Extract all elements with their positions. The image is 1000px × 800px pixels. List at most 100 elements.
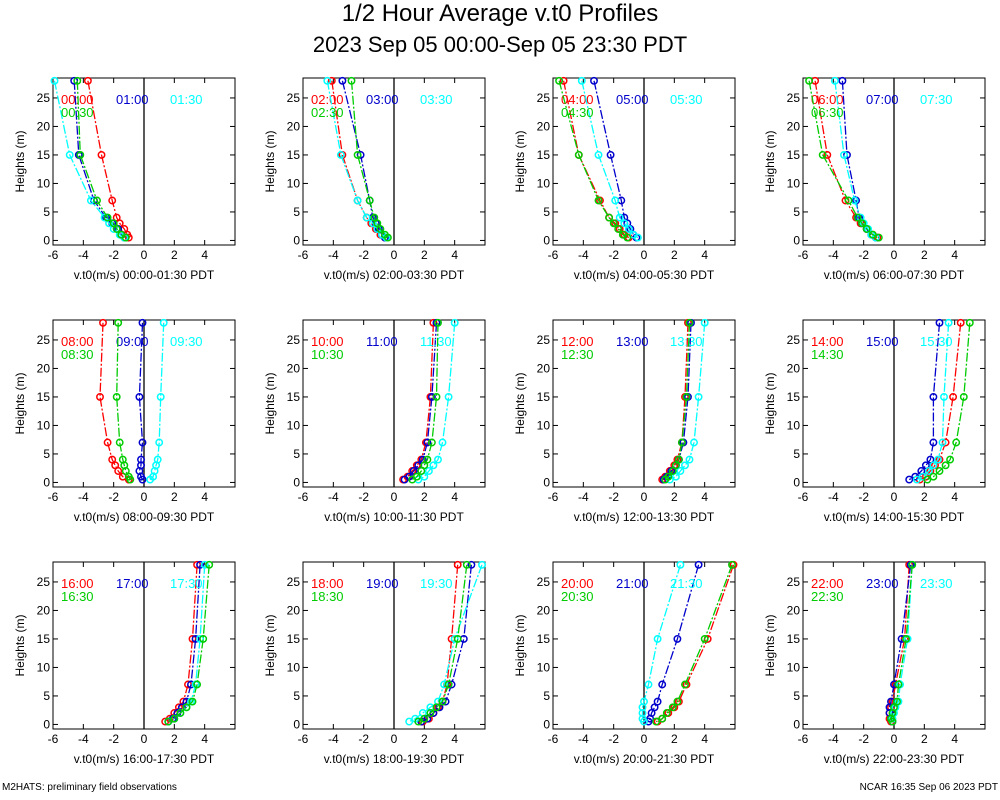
y-axis-label: Heights (m) bbox=[513, 372, 527, 434]
x-tick-label: 0 bbox=[891, 490, 898, 504]
y-tick-label: 15 bbox=[37, 148, 51, 162]
y-tick-label: 10 bbox=[537, 418, 551, 432]
data-point bbox=[838, 76, 847, 85]
data-point bbox=[199, 634, 208, 643]
series-label: 14:00 bbox=[811, 334, 844, 349]
x-tick-label: -6 bbox=[48, 490, 59, 504]
x-tick-label: 2 bbox=[921, 732, 928, 746]
data-point bbox=[188, 634, 197, 643]
x-tick-label: 2 bbox=[671, 732, 678, 746]
data-point bbox=[376, 225, 385, 233]
data-point bbox=[365, 196, 374, 205]
x-tick-label: -2 bbox=[608, 732, 619, 746]
data-point bbox=[103, 213, 112, 222]
profile-panel-10: -6 -4 -2 0 2 4 0 5 10 15 20 25 v.t0(m/s) 18:00-19:30… bbox=[263, 560, 486, 766]
series-12:30: 12:30 bbox=[561, 318, 694, 484]
data-point bbox=[959, 392, 968, 401]
data-point bbox=[193, 680, 202, 689]
y-tick-label: 20 bbox=[37, 361, 51, 375]
data-point bbox=[176, 709, 185, 717]
y-tick-label: 15 bbox=[537, 390, 551, 404]
series-04:30: 04:30 bbox=[555, 76, 632, 242]
data-point bbox=[652, 717, 661, 726]
data-point bbox=[929, 438, 938, 447]
x-tick-label: -2 bbox=[858, 490, 869, 504]
data-point bbox=[668, 467, 677, 475]
data-point bbox=[108, 196, 117, 205]
series-label: 14:30 bbox=[811, 347, 844, 362]
data-point bbox=[193, 560, 202, 569]
series-label: 01:00 bbox=[116, 92, 149, 107]
y-tick-label: 10 bbox=[787, 176, 801, 190]
data-point bbox=[694, 560, 703, 569]
series-label: 17:00 bbox=[116, 576, 149, 591]
series-label: 20:00 bbox=[561, 576, 594, 591]
y-tick-label: 20 bbox=[287, 361, 301, 375]
series-label: 01:30 bbox=[170, 92, 203, 107]
data-point bbox=[478, 560, 486, 569]
x-tick-label: -2 bbox=[608, 490, 619, 504]
data-point bbox=[658, 714, 667, 723]
data-point bbox=[574, 150, 583, 159]
series-00:30: 00:30 bbox=[61, 76, 130, 242]
data-point bbox=[823, 150, 832, 159]
series-10:30: 10:30 bbox=[311, 318, 442, 484]
y-tick-label: 10 bbox=[537, 176, 551, 190]
data-point bbox=[611, 196, 620, 205]
data-point bbox=[644, 717, 653, 726]
series-label: 18:30 bbox=[311, 589, 344, 604]
data-point bbox=[609, 219, 618, 228]
data-point bbox=[408, 475, 417, 484]
y-tick-label: 20 bbox=[287, 603, 301, 617]
y-tick-label: 10 bbox=[37, 176, 51, 190]
data-point bbox=[685, 455, 694, 464]
data-point bbox=[432, 703, 441, 712]
data-point bbox=[423, 438, 432, 447]
x-tick-label: -6 bbox=[548, 490, 559, 504]
data-point bbox=[923, 475, 932, 484]
series-label: 20:30 bbox=[561, 589, 594, 604]
data-point bbox=[114, 467, 123, 475]
y-tick-label: 10 bbox=[37, 418, 51, 432]
x-tick-label: -4 bbox=[578, 490, 589, 504]
x-axis-label: v.t0(m/s) 12:00-13:30 PDT bbox=[574, 510, 715, 524]
x-tick-label: 0 bbox=[891, 732, 898, 746]
series-label: 05:00 bbox=[616, 92, 649, 107]
data-point bbox=[594, 150, 603, 159]
data-point bbox=[362, 213, 371, 222]
data-point bbox=[840, 150, 848, 159]
y-tick-label: 20 bbox=[537, 603, 551, 617]
data-point bbox=[934, 455, 942, 464]
data-point bbox=[728, 560, 736, 569]
x-tick-label: -6 bbox=[548, 732, 559, 746]
y-tick-label: 15 bbox=[287, 632, 301, 646]
y-axis-label: Heights (m) bbox=[13, 372, 27, 434]
data-point bbox=[414, 717, 423, 726]
data-point bbox=[668, 703, 677, 712]
data-point bbox=[929, 392, 938, 401]
x-tick-label: -4 bbox=[828, 490, 839, 504]
x-tick-label: -6 bbox=[798, 248, 809, 262]
series-label: 03:00 bbox=[366, 92, 399, 107]
data-point bbox=[115, 438, 124, 447]
data-point bbox=[453, 634, 462, 643]
data-point bbox=[76, 150, 85, 159]
series-label: 13:30 bbox=[670, 334, 703, 349]
data-point bbox=[559, 76, 568, 85]
y-tick-label: 20 bbox=[37, 119, 51, 133]
data-point bbox=[191, 634, 200, 643]
y-tick-label: 25 bbox=[37, 575, 51, 589]
data-point bbox=[420, 714, 429, 723]
x-tick-label: -4 bbox=[578, 732, 589, 746]
data-point bbox=[577, 76, 586, 85]
series-line bbox=[326, 80, 387, 239]
y-tick-label: 15 bbox=[287, 390, 301, 404]
x-tick-label: 4 bbox=[951, 490, 958, 504]
data-point bbox=[858, 219, 867, 228]
x-tick-label: 4 bbox=[451, 248, 458, 262]
series-05:30: 05:30 bbox=[577, 76, 703, 242]
data-point bbox=[427, 438, 436, 447]
profile-panel-1: -6 -4 -2 0 2 4 0 5 10 15 20 25 v.t0(m/s) 00:00-01:30… bbox=[13, 76, 236, 282]
series-label: 23:00 bbox=[866, 576, 899, 591]
data-point bbox=[417, 467, 426, 475]
